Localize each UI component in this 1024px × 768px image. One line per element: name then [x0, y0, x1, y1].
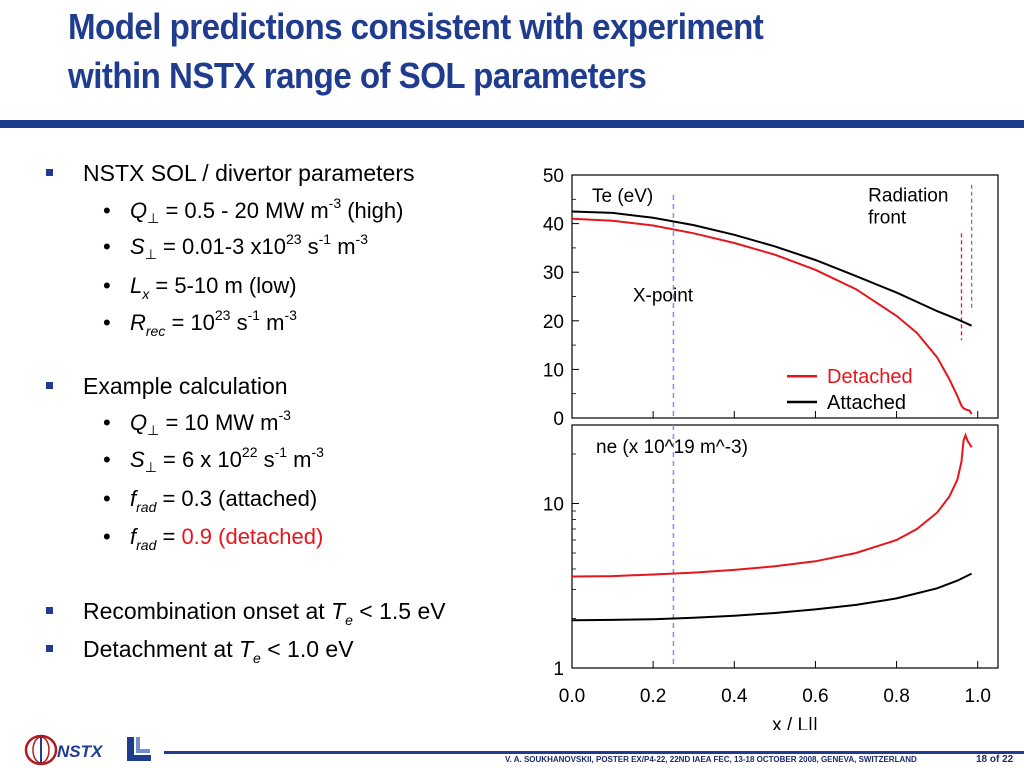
square-bullet-icon — [46, 169, 53, 176]
xtick-label: 0.6 — [802, 686, 828, 707]
title-line-1: Model predictions consistent with experi… — [68, 6, 764, 47]
round-bullet-icon: • — [103, 410, 111, 435]
pppl-logo — [127, 737, 151, 761]
round-bullet-icon: • — [103, 234, 111, 259]
x-axis-label: x / L|| — [772, 715, 818, 730]
legend-detached-label: Detached — [827, 366, 913, 388]
page-number: 18 of 22 — [976, 754, 1014, 765]
footer-divider — [164, 751, 1024, 754]
ne-attached-line — [571, 572, 973, 622]
footer-citation: V. A. SOUKHANOVSKII, POSTER EX/P4-22, 22… — [505, 755, 917, 764]
bullet-list: NSTX SOL / divertor parameters • Q⊥ = 0.… — [0, 0, 540, 700]
square-bullet-icon — [46, 607, 53, 614]
te-axis-label: Te (eV) — [592, 186, 653, 207]
round-bullet-icon: • — [103, 524, 111, 549]
title-divider — [0, 120, 1024, 128]
legend-attached-label: Attached — [827, 392, 906, 414]
round-bullet-icon: • — [103, 198, 111, 223]
title-line-2: within NSTX range of SOL parameters — [68, 55, 647, 96]
square-bullet-icon — [46, 645, 53, 652]
nstx-logo: NSTX — [24, 734, 104, 766]
te-ytick-label: 20 — [543, 312, 564, 333]
xtick-label: 0.2 — [640, 686, 666, 707]
xtick-label: 0.0 — [559, 686, 585, 707]
te-attached-line — [571, 210, 973, 327]
ne-ytick-label: 10 — [543, 494, 564, 515]
ne-detached-line — [571, 432, 973, 578]
round-bullet-icon: • — [103, 310, 111, 335]
xtick-label: 0.4 — [721, 686, 748, 707]
te-ytick-label: 40 — [543, 215, 564, 236]
radiation-front-annotation: Radiation — [868, 186, 948, 207]
te-ytick-label: 0 — [553, 409, 564, 430]
square-bullet-icon — [46, 382, 53, 389]
bottom-panel-frame — [571, 424, 999, 669]
nstx-logo-text: NSTX — [57, 742, 104, 761]
te-ytick-label: 30 — [543, 263, 564, 284]
xtick-label: 0.8 — [883, 686, 909, 707]
te-ytick-label: 10 — [543, 360, 564, 381]
te-detached-line — [571, 217, 973, 415]
round-bullet-icon: • — [103, 447, 111, 472]
ne-ytick-label: 1 — [553, 659, 564, 680]
te-ne-profile-chart: 0 10 20 30 40 50 1 10 0.0 0.2 0.4 0.6 0.8 1.0 x / L|| T… — [543, 166, 999, 730]
round-bullet-icon: • — [103, 273, 111, 298]
slide-title: Model predictions consistent with experi… — [68, 2, 933, 100]
ne-axis-label: ne (x 10^19 m^-3) — [596, 437, 748, 458]
round-bullet-icon: • — [103, 486, 111, 511]
xpoint-annotation: X-point — [633, 285, 694, 306]
te-ytick-label: 50 — [543, 166, 564, 187]
xtick-label: 1.0 — [965, 686, 991, 707]
radiation-front-annotation: front — [868, 208, 907, 229]
